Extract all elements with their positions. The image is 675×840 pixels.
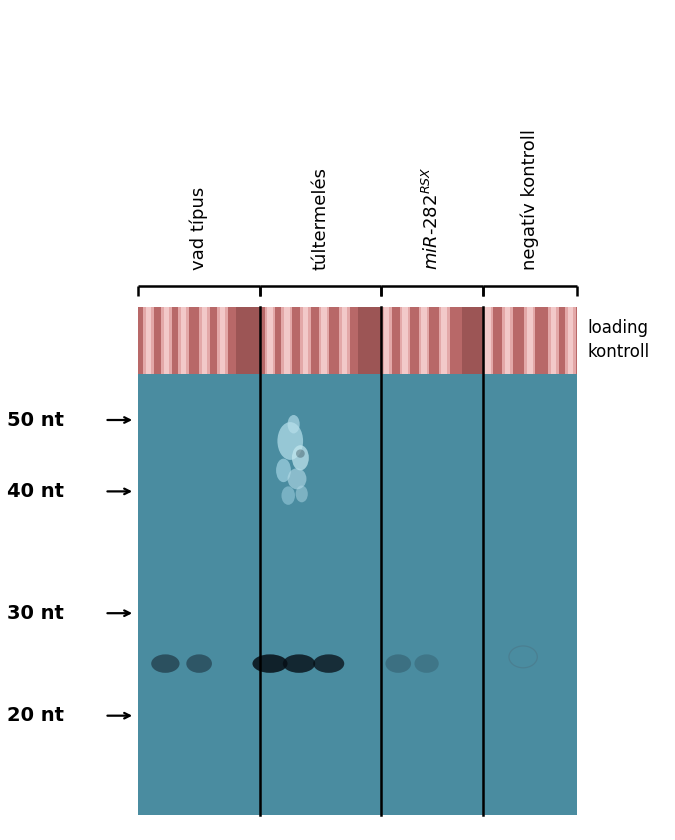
- Bar: [462, 307, 483, 374]
- Bar: [143, 307, 154, 374]
- Bar: [321, 307, 327, 374]
- Bar: [236, 307, 260, 374]
- Bar: [138, 374, 577, 815]
- Bar: [267, 307, 273, 374]
- Text: 30 nt: 30 nt: [7, 604, 63, 622]
- Ellipse shape: [292, 445, 308, 470]
- Ellipse shape: [288, 415, 300, 433]
- Bar: [220, 307, 225, 374]
- Text: 20 nt: 20 nt: [7, 706, 63, 725]
- Text: $\mathit{miR}$-$\mathit{282}^{RSX}$: $\mathit{miR}$-$\mathit{282}^{RSX}$: [422, 167, 442, 270]
- Ellipse shape: [252, 654, 288, 673]
- Bar: [439, 307, 450, 374]
- Ellipse shape: [296, 449, 304, 458]
- Bar: [565, 307, 576, 374]
- Bar: [400, 307, 410, 374]
- Bar: [164, 307, 169, 374]
- Bar: [181, 307, 186, 374]
- Bar: [524, 307, 535, 374]
- Bar: [265, 307, 275, 374]
- Bar: [568, 307, 573, 374]
- Text: 40 nt: 40 nt: [7, 482, 63, 501]
- Bar: [138, 307, 577, 374]
- Text: vad típus: vad típus: [190, 187, 209, 270]
- Bar: [319, 307, 329, 374]
- Bar: [342, 307, 347, 374]
- Text: 50 nt: 50 nt: [7, 411, 63, 429]
- Bar: [505, 307, 510, 374]
- Bar: [502, 307, 513, 374]
- Ellipse shape: [277, 422, 303, 460]
- Ellipse shape: [313, 654, 344, 673]
- Ellipse shape: [283, 654, 315, 673]
- Bar: [281, 307, 292, 374]
- Bar: [178, 307, 189, 374]
- Bar: [199, 307, 210, 374]
- Bar: [483, 307, 493, 374]
- Bar: [384, 307, 389, 374]
- Text: negatív kontroll: negatív kontroll: [520, 129, 539, 270]
- Ellipse shape: [296, 486, 308, 502]
- Bar: [551, 307, 556, 374]
- Bar: [421, 307, 427, 374]
- Ellipse shape: [385, 654, 411, 673]
- Ellipse shape: [276, 459, 291, 482]
- Bar: [418, 307, 429, 374]
- Bar: [217, 307, 228, 374]
- Ellipse shape: [281, 486, 295, 505]
- Bar: [441, 307, 447, 374]
- Bar: [146, 307, 151, 374]
- Bar: [300, 307, 311, 374]
- Ellipse shape: [288, 469, 306, 489]
- Bar: [284, 307, 290, 374]
- Bar: [202, 307, 207, 374]
- Bar: [358, 307, 381, 374]
- Bar: [527, 307, 533, 374]
- Bar: [402, 307, 408, 374]
- Bar: [161, 307, 172, 374]
- Bar: [381, 307, 392, 374]
- Ellipse shape: [414, 654, 439, 673]
- Bar: [485, 307, 491, 374]
- Text: loading
kontroll: loading kontroll: [587, 319, 649, 361]
- Ellipse shape: [186, 654, 212, 673]
- Bar: [303, 307, 308, 374]
- Bar: [548, 307, 559, 374]
- Bar: [339, 307, 350, 374]
- Ellipse shape: [151, 654, 180, 673]
- Text: túltermelés: túltermelés: [312, 167, 329, 270]
